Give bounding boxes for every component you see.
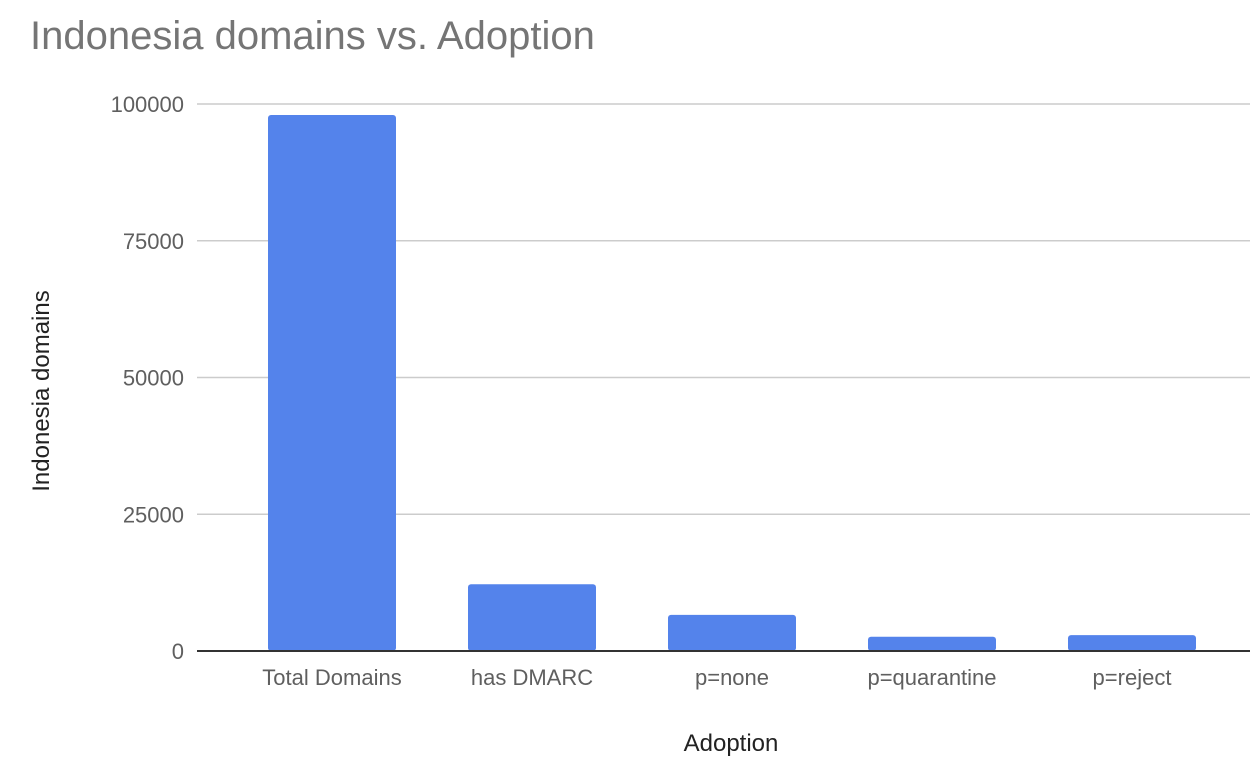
y-axis-title: Indonesia domains	[28, 290, 55, 491]
bar-p-quarantine	[868, 636, 996, 651]
y-axis-ticks: 0 25000 50000 75000 100000	[111, 92, 184, 664]
bar-total-domains	[268, 114, 396, 651]
chart-title: Indonesia domains vs. Adoption	[30, 14, 595, 58]
x-tick-label: p=reject	[1093, 665, 1172, 690]
y-tick-label: 75000	[123, 229, 184, 254]
bar-has-dmarc	[468, 584, 596, 651]
x-tick-label: has DMARC	[471, 665, 593, 690]
x-tick-label: Total Domains	[262, 665, 401, 690]
y-tick-label: 25000	[123, 502, 184, 527]
x-tick-label: p=quarantine	[867, 665, 996, 690]
bars	[268, 114, 1196, 651]
y-tick-label: 0	[172, 639, 184, 664]
y-tick-label: 100000	[111, 92, 184, 117]
bar-p-none	[668, 614, 796, 651]
x-axis-title: Adoption	[684, 730, 779, 757]
x-tick-label: p=none	[695, 665, 769, 690]
y-tick-label: 50000	[123, 366, 184, 391]
x-axis-ticks: Total Domains has DMARC p=none p=quarantine…	[262, 665, 1171, 690]
bar-p-reject	[1068, 635, 1196, 651]
